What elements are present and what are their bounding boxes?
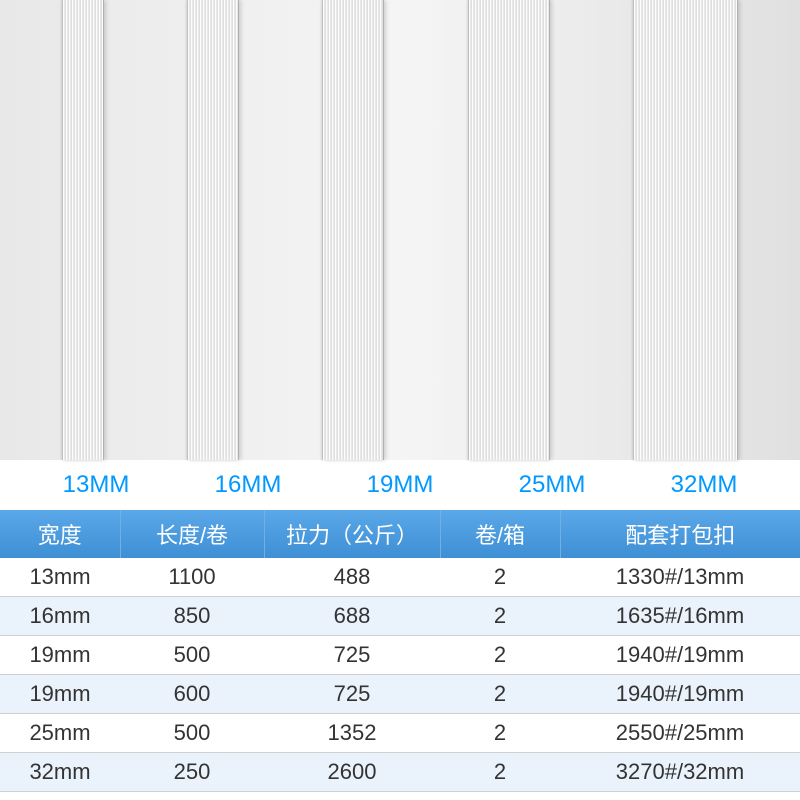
table-cell: 1100 xyxy=(120,558,264,597)
table-cell: 1352 xyxy=(264,714,440,753)
table-cell: 2 xyxy=(440,558,560,597)
table-cell: 1940#/19mm xyxy=(560,636,800,675)
table-cell: 19mm xyxy=(0,636,120,675)
table-header-row: 宽度长度/卷拉力（公斤）卷/箱配套打包扣 xyxy=(0,510,800,558)
table-cell: 2 xyxy=(440,714,560,753)
table-cell: 1635#/16mm xyxy=(560,597,800,636)
table-cell: 25mm xyxy=(0,714,120,753)
table-cell: 2 xyxy=(440,675,560,714)
size-label-1: 16MM xyxy=(215,471,282,499)
size-label-2: 19MM xyxy=(367,471,434,499)
table-cell: 2550#/25mm xyxy=(560,714,800,753)
size-labels-row: 13MM 16MM 19MM 25MM 32MM xyxy=(0,460,800,510)
table-row: 13mm110048821330#/13mm xyxy=(0,558,800,597)
strap-sample-3 xyxy=(468,0,550,460)
table-cell: 1940#/19mm xyxy=(560,675,800,714)
table-cell: 32mm xyxy=(0,753,120,792)
table-cell: 1330#/13mm xyxy=(560,558,800,597)
strap-sample-4 xyxy=(633,0,738,460)
strap-sample-1 xyxy=(187,0,239,460)
strap-sample-0 xyxy=(62,0,104,460)
table-cell: 488 xyxy=(264,558,440,597)
col-header-4: 配套打包扣 xyxy=(560,510,800,558)
table-row: 19mm60072521940#/19mm xyxy=(0,675,800,714)
table-row: 16mm85068821635#/16mm xyxy=(0,597,800,636)
table-cell: 16mm xyxy=(0,597,120,636)
table-cell: 250 xyxy=(120,753,264,792)
col-header-0: 宽度 xyxy=(0,510,120,558)
table-cell: 500 xyxy=(120,636,264,675)
table-cell: 2 xyxy=(440,753,560,792)
table-cell: 13mm xyxy=(0,558,120,597)
table-row: 19mm50072521940#/19mm xyxy=(0,636,800,675)
product-photo-area xyxy=(0,0,800,460)
size-label-3: 25MM xyxy=(519,471,586,499)
col-header-3: 卷/箱 xyxy=(440,510,560,558)
table-row: 32mm250260023270#/32mm xyxy=(0,753,800,792)
table-cell: 725 xyxy=(264,675,440,714)
table-cell: 688 xyxy=(264,597,440,636)
size-label-4: 32MM xyxy=(671,471,738,499)
table-body: 13mm110048821330#/13mm16mm85068821635#/1… xyxy=(0,558,800,792)
spec-table-wrap: 宽度长度/卷拉力（公斤）卷/箱配套打包扣 13mm110048821330#/1… xyxy=(0,510,800,792)
table-cell: 2600 xyxy=(264,753,440,792)
strap-sample-2 xyxy=(322,0,384,460)
table-cell: 2 xyxy=(440,636,560,675)
size-label-0: 13MM xyxy=(63,471,130,499)
table-cell: 725 xyxy=(264,636,440,675)
spec-table: 宽度长度/卷拉力（公斤）卷/箱配套打包扣 13mm110048821330#/1… xyxy=(0,510,800,792)
col-header-1: 长度/卷 xyxy=(120,510,264,558)
table-cell: 600 xyxy=(120,675,264,714)
col-header-2: 拉力（公斤） xyxy=(264,510,440,558)
table-cell: 500 xyxy=(120,714,264,753)
table-cell: 19mm xyxy=(0,675,120,714)
table-row: 25mm500135222550#/25mm xyxy=(0,714,800,753)
table-cell: 850 xyxy=(120,597,264,636)
table-cell: 2 xyxy=(440,597,560,636)
table-cell: 3270#/32mm xyxy=(560,753,800,792)
